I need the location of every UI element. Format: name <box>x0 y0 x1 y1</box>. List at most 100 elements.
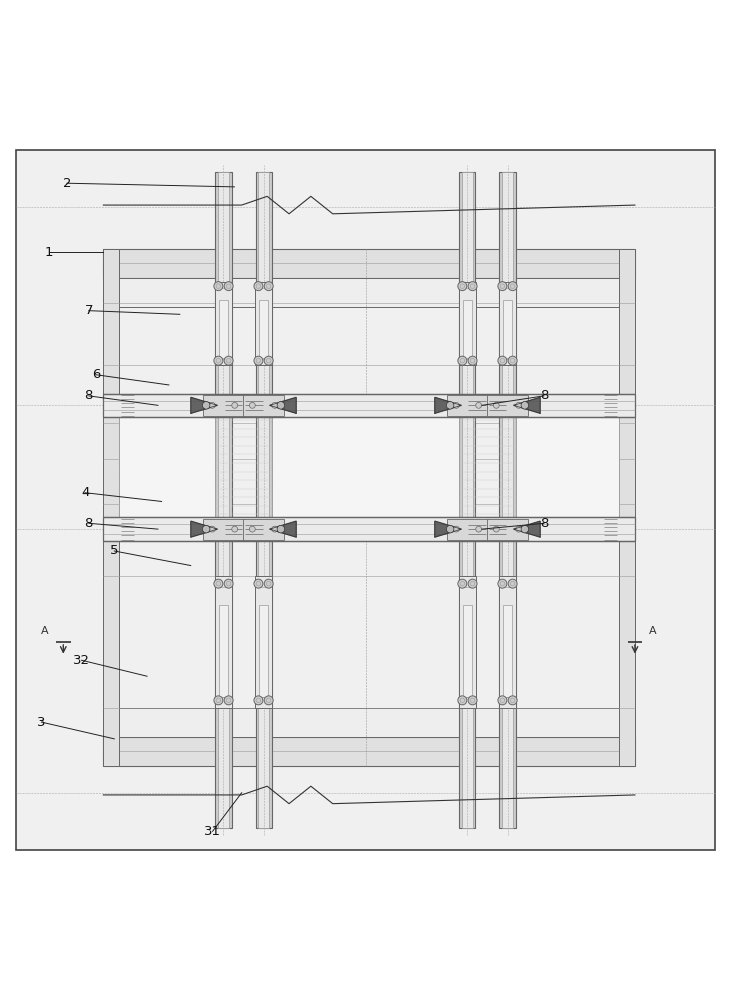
Circle shape <box>521 402 529 409</box>
Circle shape <box>508 579 517 588</box>
Text: 2: 2 <box>63 177 71 190</box>
Text: A: A <box>649 626 657 636</box>
Text: 8: 8 <box>85 389 93 402</box>
Bar <box>447 519 488 540</box>
Bar <box>499 576 516 708</box>
Circle shape <box>476 526 482 532</box>
Text: 8: 8 <box>85 517 93 530</box>
Circle shape <box>254 579 263 588</box>
Polygon shape <box>435 521 461 537</box>
Circle shape <box>214 696 223 705</box>
Circle shape <box>264 696 273 705</box>
Circle shape <box>254 356 263 365</box>
Polygon shape <box>191 397 217 413</box>
Circle shape <box>224 356 233 365</box>
Polygon shape <box>270 521 296 537</box>
Circle shape <box>277 525 284 533</box>
Circle shape <box>272 402 278 408</box>
Circle shape <box>458 356 467 365</box>
Circle shape <box>458 282 467 291</box>
Bar <box>243 395 284 416</box>
Circle shape <box>508 696 517 705</box>
Polygon shape <box>270 397 296 413</box>
Bar <box>499 172 515 828</box>
Bar <box>487 519 528 540</box>
Bar <box>458 282 477 365</box>
Text: 1: 1 <box>45 246 53 259</box>
Bar <box>258 172 270 828</box>
Bar <box>218 172 230 828</box>
Bar <box>254 576 273 708</box>
Circle shape <box>264 356 273 365</box>
Bar <box>103 708 635 737</box>
Bar <box>487 395 528 416</box>
Bar <box>447 395 488 416</box>
Circle shape <box>468 579 477 588</box>
Circle shape <box>516 526 522 532</box>
Circle shape <box>498 696 507 705</box>
Circle shape <box>521 525 529 533</box>
Bar <box>256 172 271 828</box>
Circle shape <box>209 402 215 408</box>
Text: 31: 31 <box>204 825 221 838</box>
Circle shape <box>493 526 499 532</box>
Bar <box>503 300 512 358</box>
Bar <box>215 576 232 708</box>
Circle shape <box>209 526 215 532</box>
Circle shape <box>224 696 233 705</box>
Circle shape <box>224 282 233 291</box>
Bar <box>260 300 268 358</box>
Circle shape <box>249 402 255 408</box>
Bar <box>219 605 228 697</box>
Circle shape <box>277 402 284 409</box>
Text: 8: 8 <box>539 517 548 530</box>
Circle shape <box>508 356 517 365</box>
Text: 6: 6 <box>92 368 100 381</box>
Polygon shape <box>514 521 540 537</box>
Circle shape <box>232 526 238 532</box>
Bar <box>499 282 516 365</box>
Circle shape <box>224 579 233 588</box>
Circle shape <box>453 402 459 408</box>
Circle shape <box>202 525 210 533</box>
Bar <box>458 576 477 708</box>
Bar <box>461 172 473 828</box>
Circle shape <box>468 356 477 365</box>
Circle shape <box>468 282 477 291</box>
Circle shape <box>458 696 467 705</box>
Bar <box>103 517 635 541</box>
Bar <box>463 300 471 358</box>
Circle shape <box>447 402 454 409</box>
Bar <box>103 278 635 307</box>
Circle shape <box>498 282 507 291</box>
Bar <box>460 172 475 828</box>
Bar <box>463 605 471 697</box>
Bar <box>103 249 635 278</box>
Bar <box>103 737 635 766</box>
Circle shape <box>458 579 467 588</box>
Bar <box>260 605 268 697</box>
Circle shape <box>272 526 278 532</box>
Bar <box>271 417 460 517</box>
Bar <box>619 249 635 766</box>
Bar <box>103 394 635 417</box>
Bar <box>243 519 284 540</box>
Text: 8: 8 <box>539 389 548 402</box>
Bar <box>216 172 232 828</box>
Polygon shape <box>435 397 461 413</box>
Text: 4: 4 <box>81 486 89 499</box>
Circle shape <box>264 579 273 588</box>
Circle shape <box>264 282 273 291</box>
Bar <box>103 249 635 766</box>
Bar <box>515 417 619 517</box>
Circle shape <box>453 526 459 532</box>
Circle shape <box>214 579 223 588</box>
Polygon shape <box>514 397 540 413</box>
Circle shape <box>232 402 238 408</box>
Circle shape <box>498 356 507 365</box>
Text: A: A <box>41 626 49 636</box>
Circle shape <box>493 402 499 408</box>
Bar <box>254 282 273 365</box>
Circle shape <box>468 696 477 705</box>
Bar <box>219 300 228 358</box>
